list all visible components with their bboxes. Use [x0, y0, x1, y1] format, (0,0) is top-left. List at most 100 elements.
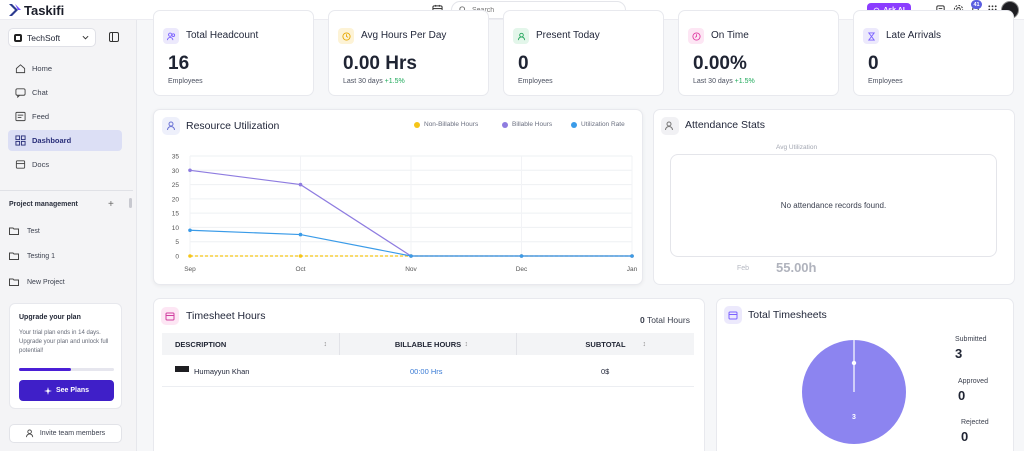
- y-tick-label: 35: [172, 154, 180, 161]
- total-hours-value: 0: [640, 315, 645, 325]
- kpi-value: 0.00%: [693, 53, 747, 74]
- sort-icon[interactable]: ↕: [323, 340, 328, 348]
- kpi-sub: Last 30 days +1.5%: [343, 78, 405, 85]
- resource-chart: 0 5 10 15 20 25 30 35 Sep Oct Nov Dec Jan: [172, 154, 638, 274]
- data-point: [298, 254, 303, 258]
- kpi-card-present: Present Today 0 Employees: [503, 10, 664, 96]
- timesheet-hours-card: [153, 298, 705, 451]
- legend-item[interactable]: Non-Billable Hours: [414, 121, 478, 128]
- sort-icon[interactable]: ↕: [464, 340, 469, 348]
- data-point: [630, 254, 634, 258]
- row-billable-hours: 00:00 Hrs: [410, 367, 443, 376]
- chevron-down-icon: [82, 35, 89, 40]
- data-point: [409, 254, 413, 258]
- data-point: [188, 228, 192, 233]
- legend-item[interactable]: Billable Hours: [502, 121, 552, 128]
- alarm-icon: [688, 28, 704, 44]
- y-tick-label: 0: [175, 254, 179, 261]
- kpi-card-on-time: On Time 0.00% Last 30 days +1.5%: [678, 10, 839, 96]
- folder-icon: [9, 278, 19, 286]
- sparkle-icon: [43, 386, 52, 395]
- stat-label: Approved: [958, 378, 988, 385]
- app-logo[interactable]: Taskifi: [8, 2, 64, 18]
- nav-feed-label: Feed: [32, 112, 50, 121]
- total-hours-label: Total Hours: [646, 315, 690, 325]
- sort-icon[interactable]: ↕: [642, 340, 647, 348]
- sidebar-scrollbar[interactable]: [129, 198, 132, 208]
- stat-value: 0: [958, 388, 966, 403]
- folder-icon: [9, 252, 19, 260]
- table-row[interactable]: [162, 355, 694, 387]
- timesheet-title: Timesheet Hours: [186, 310, 266, 322]
- sidebar-divider: [0, 190, 133, 191]
- legend-swatch: [502, 121, 508, 128]
- kpi-title: Avg Hours Per Day: [361, 30, 447, 41]
- nav-dashboard[interactable]: Dashboard: [8, 130, 122, 151]
- clock-icon: [338, 28, 354, 44]
- kpi-card-headcount: Total Headcount 16 Employees: [153, 10, 314, 96]
- legend-item[interactable]: Utilization Rate: [571, 121, 625, 128]
- kpi-sub: Employees: [518, 78, 553, 85]
- stat-value: 3: [955, 346, 963, 361]
- x-tick-label: Oct: [295, 266, 305, 273]
- stat-value: 0: [961, 429, 969, 444]
- kpi-value: 0: [868, 53, 879, 74]
- kpi-value: 0: [518, 53, 529, 74]
- sidebar-toggle-icon[interactable]: [109, 32, 119, 42]
- project-item[interactable]: New Project: [9, 277, 65, 287]
- row-subtotal: 0$: [601, 367, 610, 376]
- project-label: Testing 1: [27, 252, 56, 260]
- data-point: [519, 254, 524, 258]
- x-tick-label: Nov: [405, 266, 417, 273]
- upgrade-text: Your trial plan ends in 14 days. Upgrade…: [19, 330, 109, 354]
- calendar-icon: [161, 307, 179, 325]
- y-tick-label: 30: [172, 168, 180, 175]
- data-point: [298, 182, 303, 187]
- legend-swatch: [414, 121, 420, 128]
- project-label: New Project: [27, 278, 65, 286]
- project-item[interactable]: Testing 1: [9, 251, 55, 261]
- kpi-sub-text: Last 30 days: [693, 78, 733, 85]
- column-header-label: SUBTOTAL: [585, 339, 626, 349]
- y-tick-label: 20: [172, 196, 180, 203]
- notification-badge: 41: [971, 0, 982, 9]
- legend-label: Non-Billable Hours: [424, 121, 479, 128]
- docs-icon: [15, 160, 26, 169]
- kpi-sub: Employees: [868, 78, 903, 85]
- folder-icon: [9, 227, 19, 235]
- org-name: TechSoft: [27, 32, 61, 43]
- nav-docs[interactable]: Docs: [8, 154, 122, 175]
- pie-label: 3: [852, 414, 856, 421]
- legend-swatch: [571, 121, 577, 128]
- kpi-sub: Last 30 days +1.5%: [693, 78, 755, 85]
- attendance-footer-value: 55.00h: [776, 260, 817, 275]
- legend-label: Utilization Rate: [581, 121, 625, 128]
- legend-label: Billable Hours: [512, 121, 553, 128]
- add-project-button[interactable]: +: [108, 199, 114, 210]
- chat-icon: [15, 88, 26, 98]
- nav-feed[interactable]: Feed: [8, 106, 122, 127]
- nav-docs-label: Docs: [32, 160, 50, 169]
- kpi-card-late: Late Arrivals 0 Employees: [853, 10, 1014, 96]
- column-header-billable-hours[interactable]: BILLABLE HOURS ↕: [340, 333, 517, 355]
- see-plans-button[interactable]: See Plans: [19, 380, 114, 401]
- column-header-description[interactable]: DESCRIPTION ↕: [162, 333, 340, 355]
- kpi-title: Present Today: [536, 30, 600, 41]
- users-icon: [163, 28, 179, 44]
- project-item[interactable]: Test: [9, 226, 40, 236]
- invite-team-button[interactable]: Invite team members: [9, 424, 122, 443]
- org-switcher[interactable]: TechSoft: [8, 28, 96, 47]
- column-header-subtotal[interactable]: SUBTOTAL ↕: [517, 333, 694, 355]
- attendance-empty-state: No attendance records found.: [670, 154, 997, 257]
- trial-progress-fill: [19, 368, 72, 371]
- column-header-label: DESCRIPTION: [175, 339, 227, 349]
- feed-icon: [15, 111, 26, 122]
- y-tick-label: 5: [175, 239, 179, 246]
- avatar: [175, 366, 189, 372]
- user-plus-icon: [25, 429, 34, 438]
- nav-home[interactable]: Home: [8, 58, 122, 79]
- nav-chat[interactable]: Chat: [8, 82, 122, 103]
- avg-utilization-label: Avg Utilization: [776, 144, 818, 151]
- data-point: [298, 232, 303, 237]
- nav-dashboard-label: Dashboard: [32, 136, 72, 145]
